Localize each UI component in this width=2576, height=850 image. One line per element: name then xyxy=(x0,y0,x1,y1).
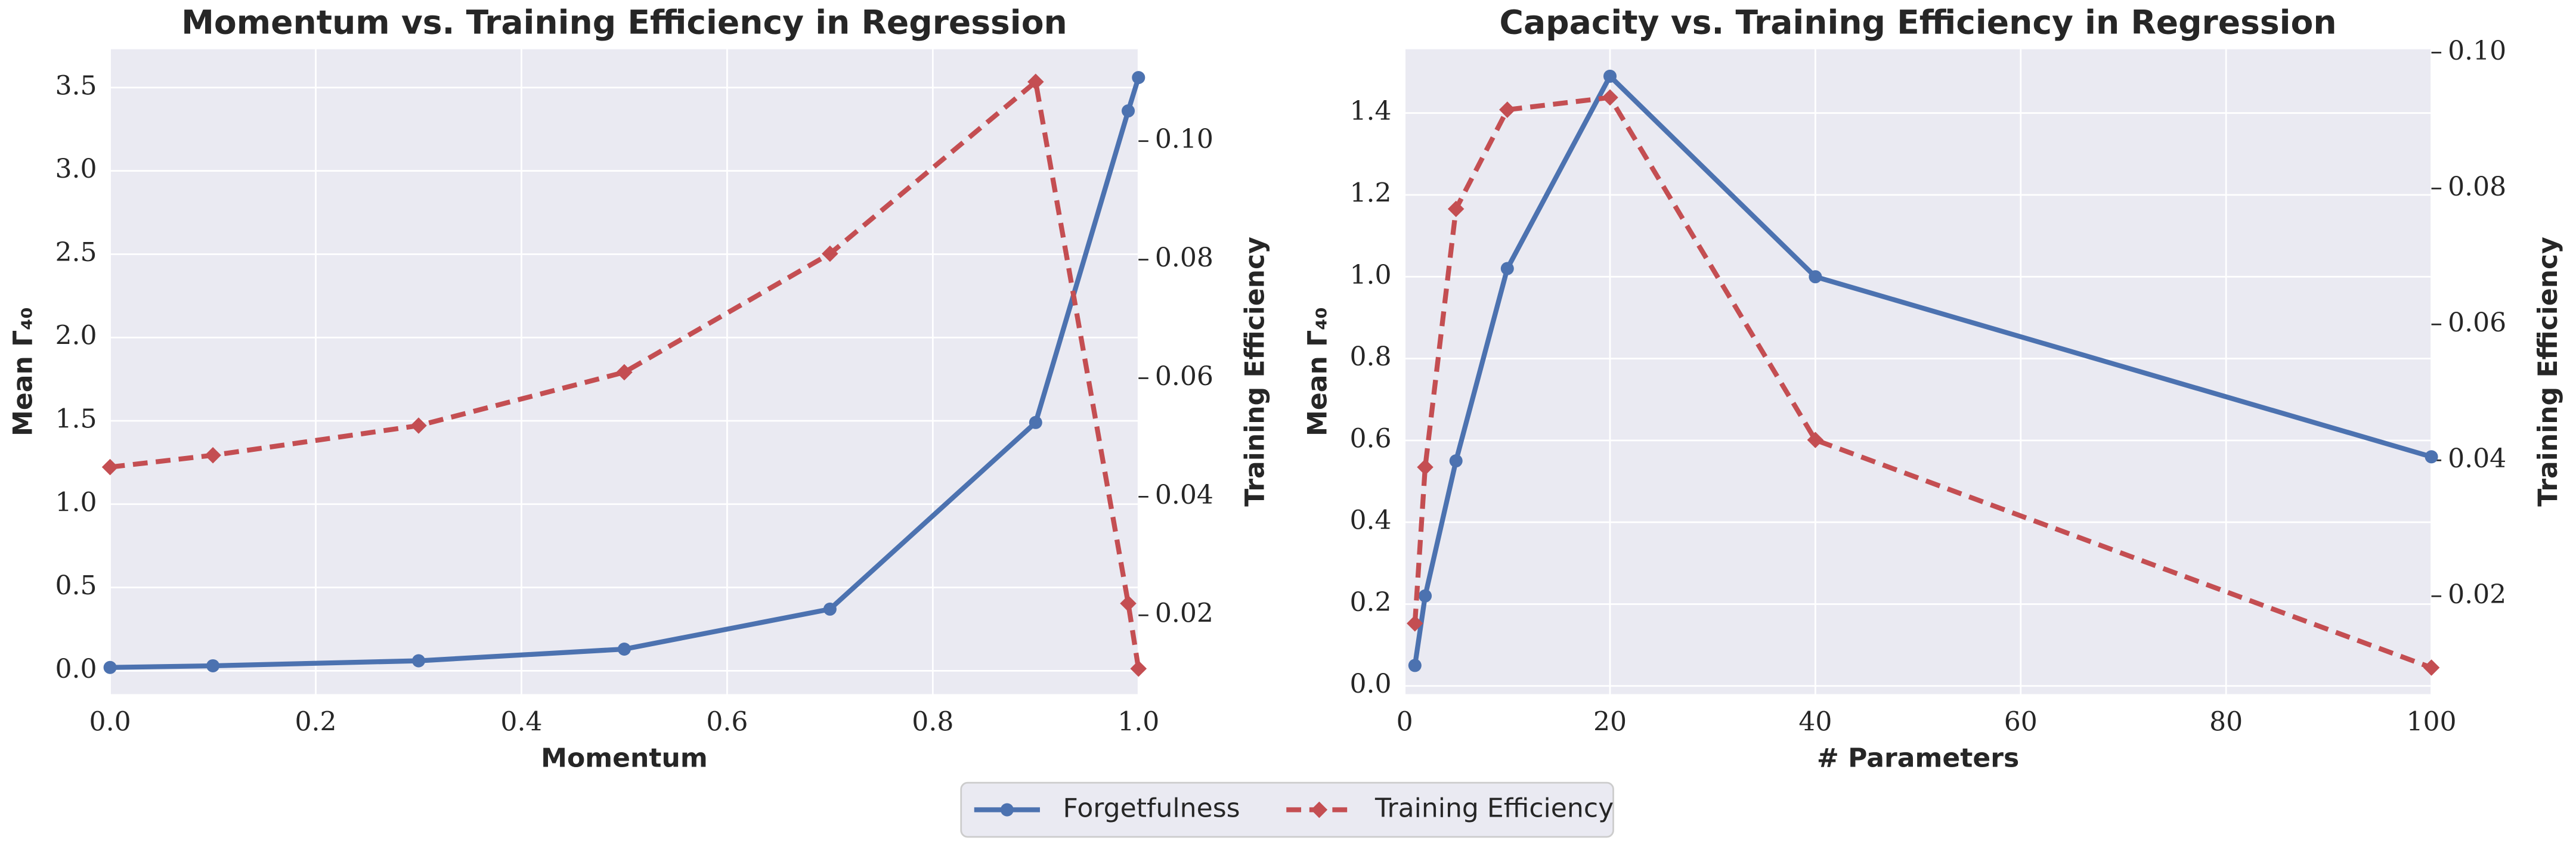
point xyxy=(1807,432,1824,448)
x-tick-label: 100 xyxy=(2406,707,2456,737)
y-axis-label: Mean Γ₄₀ xyxy=(8,307,38,436)
y2-tick-label: 0.08 xyxy=(1155,243,1213,273)
chart-title: Momentum vs. Training Efficiency in Regr… xyxy=(181,3,1067,41)
x-axis-label: Momentum xyxy=(541,743,708,774)
y-tick-label: 0.2 xyxy=(1349,587,1391,618)
series-line xyxy=(110,77,1141,669)
point xyxy=(101,458,119,476)
point xyxy=(1417,458,1433,476)
series-line xyxy=(110,76,1141,670)
y-tick-label: 0.4 xyxy=(1349,505,1391,536)
y-tick-label: 1.2 xyxy=(1349,178,1391,208)
y2-tick-label: 0.04 xyxy=(1155,480,1213,510)
plot-area xyxy=(1404,49,2432,694)
x-tick-label: 20 xyxy=(1593,707,1627,737)
point xyxy=(1499,101,1516,118)
point xyxy=(1419,589,1432,603)
y2-tick-label: 0.06 xyxy=(1155,361,1213,392)
point xyxy=(410,417,427,434)
point xyxy=(411,654,426,668)
point xyxy=(1809,270,1822,284)
y2-tick-label: 0.04 xyxy=(2448,443,2506,474)
y-tick-label: 0.6 xyxy=(1349,423,1391,454)
y2-axis-label: Training Efficiency xyxy=(2533,237,2563,507)
y2-tick-label: 0.08 xyxy=(2448,172,2506,202)
y2-tick-label: 0.02 xyxy=(1155,598,1213,629)
point xyxy=(206,659,220,672)
chart-title: Capacity vs. Training Efficiency in Regr… xyxy=(1500,3,2337,41)
x-tick-label: 0.0 xyxy=(89,707,131,737)
y2-tick-label: 0.06 xyxy=(2448,308,2506,338)
y-tick-label: 0.0 xyxy=(1349,669,1391,699)
y-tick-label: 3.0 xyxy=(55,154,97,184)
x-tick-label: 40 xyxy=(1798,707,1832,737)
point xyxy=(616,364,633,381)
x-tick-label: 60 xyxy=(2004,707,2038,737)
point xyxy=(1500,262,1514,275)
point xyxy=(2425,450,2438,464)
point xyxy=(1132,71,1145,85)
y-tick-label: 1.0 xyxy=(55,487,97,517)
y2-tick-label: 0.10 xyxy=(2448,36,2506,66)
y-tick-label: 1.0 xyxy=(1349,260,1391,290)
point xyxy=(823,602,837,616)
y-tick-label: 2.0 xyxy=(55,321,97,351)
point xyxy=(103,660,117,674)
x-tick-label: 1.0 xyxy=(1117,707,1159,737)
y-tick-label: 0.5 xyxy=(55,570,97,601)
point xyxy=(1122,104,1135,118)
point xyxy=(617,642,631,656)
y-tick-label: 0.8 xyxy=(1349,342,1391,372)
point xyxy=(205,446,221,464)
y-tick-label: 0.0 xyxy=(55,654,97,684)
y-axis-label: Mean Γ₄₀ xyxy=(1302,307,1333,436)
point xyxy=(1408,659,1422,672)
legend-marker xyxy=(1000,803,1014,817)
point xyxy=(1029,415,1042,429)
x-tick-label: 0.4 xyxy=(500,707,542,737)
x-tick-label: 80 xyxy=(2209,707,2243,737)
x-axis-label: # Parameters xyxy=(1817,743,2019,774)
y-tick-label: 1.5 xyxy=(55,404,97,435)
legend-label: Forgetfulness xyxy=(1063,793,1240,824)
x-tick-label: 0.6 xyxy=(706,707,748,737)
y2-tick-label: 0.10 xyxy=(1155,124,1213,154)
legend-label: Training Efficiency xyxy=(1374,793,1614,824)
legend: Forgetfulness Training Efficiency xyxy=(960,781,1614,838)
point xyxy=(1603,69,1617,83)
point xyxy=(1449,454,1463,468)
y2-tick-label: 0.02 xyxy=(2448,579,2506,610)
y-tick-label: 1.4 xyxy=(1349,96,1391,126)
y-tick-label: 2.5 xyxy=(55,237,97,268)
x-tick-label: 0.8 xyxy=(912,707,953,737)
y2-axis-label: Training Efficiency xyxy=(1240,237,1271,507)
x-tick-label: 0 xyxy=(1397,707,1413,737)
x-tick-label: 0.2 xyxy=(295,707,336,737)
y-tick-label: 3.5 xyxy=(55,70,97,101)
